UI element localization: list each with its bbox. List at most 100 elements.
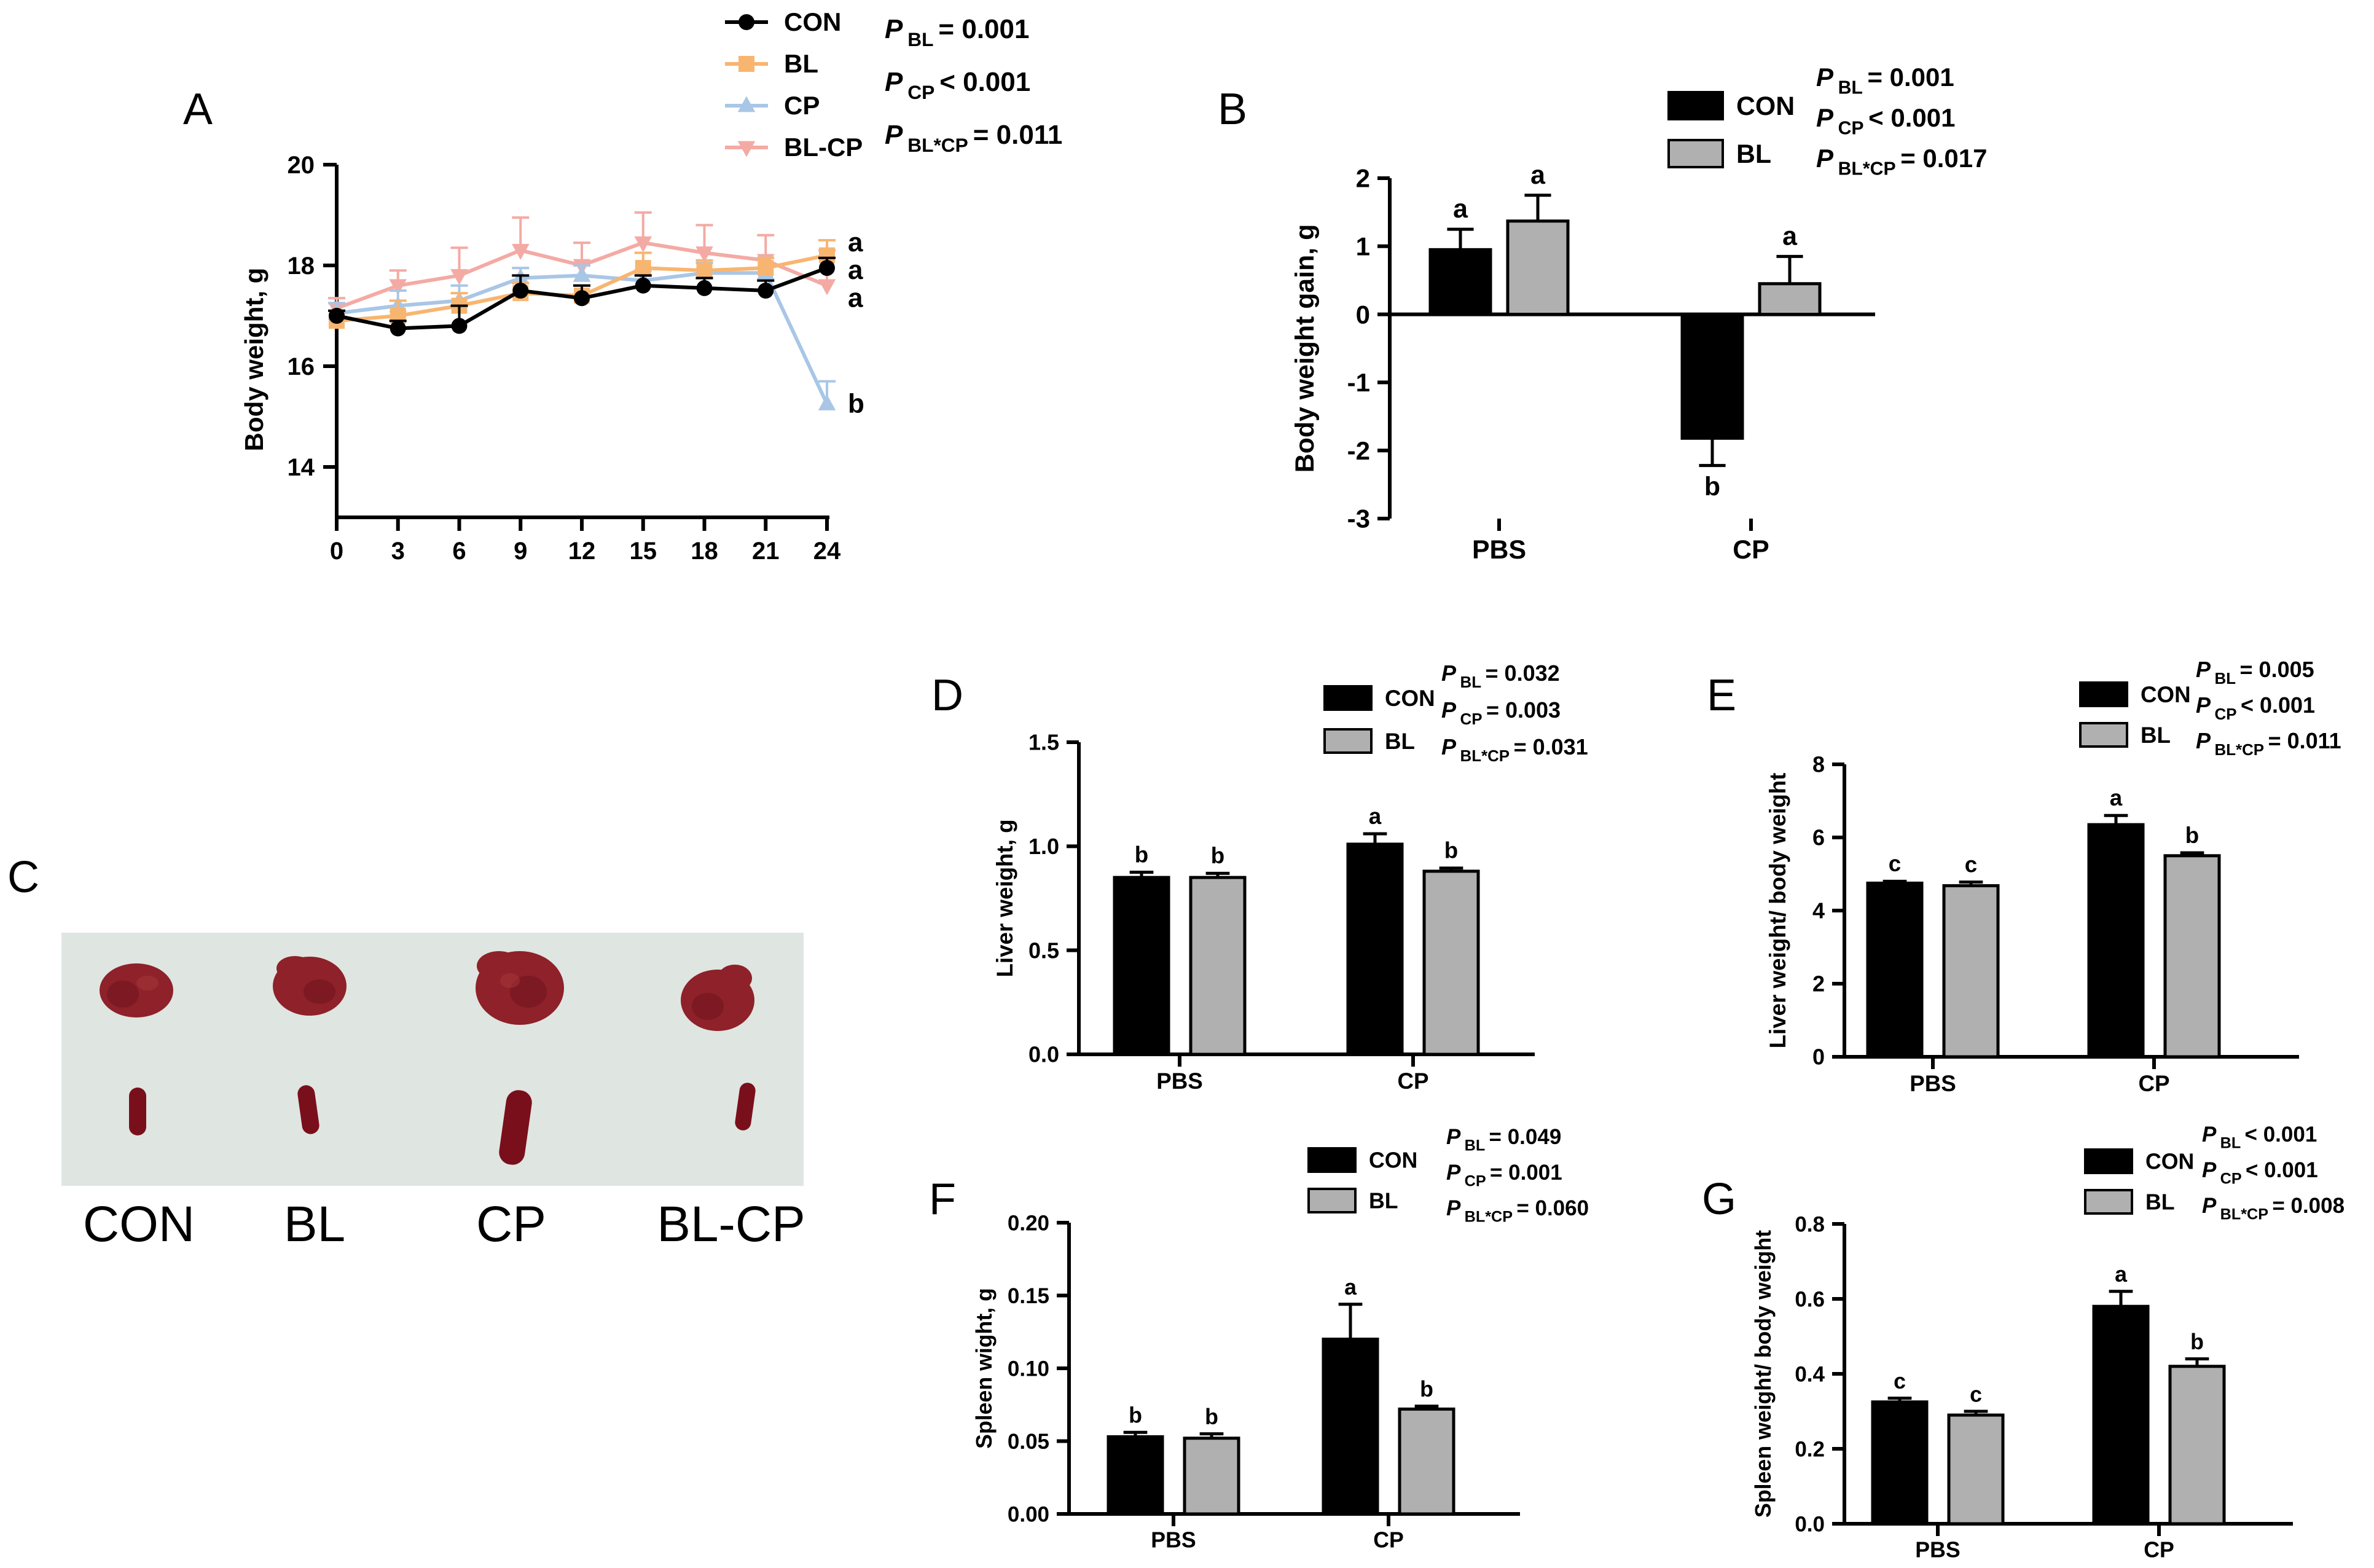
bar-bl: [1758, 282, 1822, 316]
photo-label-bl-cp: BL-CP: [657, 1196, 805, 1252]
significance-letter: a: [2115, 1262, 2128, 1287]
panel-label-g: G: [1702, 1175, 1736, 1224]
legend-label: CON: [1736, 92, 1795, 121]
bar-con: [1107, 1435, 1164, 1516]
bar-bl: [1942, 884, 2000, 1059]
x-tick-label: CP: [2138, 1071, 2169, 1096]
legend-label: BL: [1736, 139, 1771, 169]
significance-letter: a: [1782, 222, 1798, 251]
liver-cp: [476, 951, 564, 1025]
stat-line-2: P BL*CP = 0.011: [885, 120, 1062, 156]
significance-letter: a: [848, 255, 863, 285]
bar-con: [1866, 881, 1924, 1059]
stat-sub-0: BL: [2214, 670, 2236, 688]
stat-line-1: P CP < 0.001: [1816, 103, 1955, 139]
y-tick-label: -3: [1347, 504, 1370, 533]
y-tick-label: 0.15: [1008, 1284, 1049, 1308]
panel-b-chart: -3 -2 -1 0 1 2 Body weight gain, g PBS a a CP b a CON…: [1290, 63, 1988, 565]
stat-sub-1: CP: [1465, 1173, 1486, 1190]
data-point: [758, 283, 774, 299]
stat-line-1: P CP < 0.001: [2202, 1158, 2318, 1188]
stat-sub-1: CP: [907, 81, 934, 103]
stat-sub-1: CP: [2220, 1170, 2242, 1188]
y-tick-label: 16: [288, 353, 315, 380]
x-tick-label: PBS: [1472, 535, 1526, 565]
stat-line-0: P BL < 0.001: [2202, 1123, 2317, 1152]
x-tick-label: 12: [568, 538, 596, 565]
data-point: [634, 236, 652, 253]
x-tick-label: 6: [452, 538, 466, 565]
stat-value-1: < 0.001: [939, 67, 1030, 97]
legend-label: BL: [1369, 1189, 1398, 1213]
stat-value-2: = 0.031: [1514, 734, 1588, 759]
bar-con: [2087, 823, 2145, 1059]
x-tick-label: PBS: [1910, 1071, 1956, 1096]
stat-value-1: < 0.001: [2241, 692, 2315, 718]
y-tick-label: 0.05: [1008, 1430, 1049, 1454]
photo-label-cp: CP: [476, 1196, 546, 1252]
photo-label-con: CON: [83, 1196, 195, 1252]
significance-letter: b: [2185, 823, 2199, 848]
panel-d-chart: 0.0 0.5 1.0 1.5 Liver weight, g PBS b b CP a b CON B…: [992, 661, 1588, 1094]
y-axis-label: Body weight, g: [240, 268, 268, 452]
y-tick-label: 0.0: [1028, 1042, 1059, 1067]
x-tick-label: 24: [813, 538, 841, 565]
data-point: [329, 308, 345, 324]
y-tick-label: 1: [1356, 232, 1370, 261]
significance-letter: a: [1344, 1275, 1357, 1299]
liver-bl-cp: [681, 965, 754, 1031]
stat-sub-2: BL*CP: [2214, 742, 2264, 759]
data-point: [635, 277, 651, 294]
stat-value-2: = 0.011: [973, 120, 1063, 150]
bar-con: [1871, 1400, 1929, 1526]
stat-sub-0: BL: [2220, 1135, 2241, 1152]
spleen-con: [129, 1088, 146, 1135]
y-tick-label: 8: [1812, 752, 1825, 777]
stat-line-2: P BL*CP = 0.060: [1446, 1196, 1589, 1226]
y-tick-label: 0.2: [1795, 1437, 1825, 1461]
stat-sub-0: BL: [1460, 674, 1481, 691]
y-axis-label: Spleen wight, g: [972, 1288, 997, 1449]
legend-label: BL: [2141, 723, 2171, 748]
bar-bl: [2163, 854, 2221, 1059]
legend-label: BL: [784, 49, 818, 78]
significance-letter: b: [2190, 1330, 2204, 1354]
stat-value-1: < 0.001: [2246, 1158, 2318, 1182]
significance-letter: a: [2110, 785, 2123, 810]
x-tick-label: 15: [630, 538, 657, 565]
legend-swatch: [2084, 1189, 2133, 1215]
legend-label: BL-CP: [784, 133, 863, 162]
stat-value-0: = 0.049: [1489, 1125, 1562, 1149]
data-point: [573, 265, 591, 282]
bar-bl: [1506, 219, 1570, 316]
legend-swatch: [1323, 728, 1373, 754]
legend-label: CON: [2141, 682, 2191, 707]
y-axis-label: Liver weight, g: [992, 819, 1017, 977]
stat-line-0: P BL = 0.005: [2196, 657, 2314, 688]
stat-value-1: = 0.003: [1486, 697, 1561, 723]
bar-bl: [1947, 1413, 2005, 1526]
significance-letter: a: [1369, 804, 1382, 829]
y-tick-label: 0.0: [1795, 1512, 1825, 1536]
legend-marker: [738, 56, 754, 72]
y-tick-label: 0.10: [1008, 1357, 1049, 1381]
legend-swatch: [1323, 685, 1373, 711]
bar-con: [1346, 842, 1404, 1056]
stat-line-1: P CP = 0.001: [1446, 1161, 1562, 1190]
bar-con: [2092, 1304, 2150, 1526]
stat-sub-2: BL*CP: [1460, 748, 1510, 765]
legend-label: CON: [1385, 686, 1435, 711]
stat-value-0: = 0.001: [938, 14, 1029, 44]
stat-value-0: < 0.001: [2245, 1123, 2317, 1147]
photo-label-bl: BL: [284, 1196, 345, 1252]
panel-label-c: C: [7, 853, 39, 902]
stat-sub-1: CP: [1838, 119, 1864, 139]
y-tick-label: 0: [1356, 300, 1370, 329]
data-point: [511, 244, 530, 260]
stat-line-1: P CP = 0.003: [1441, 697, 1561, 728]
significance-letter: a: [1453, 194, 1468, 224]
legend-swatch: [2079, 722, 2128, 748]
x-tick-label: CP: [1373, 1527, 1404, 1552]
panel-label-f: F: [929, 1175, 956, 1224]
